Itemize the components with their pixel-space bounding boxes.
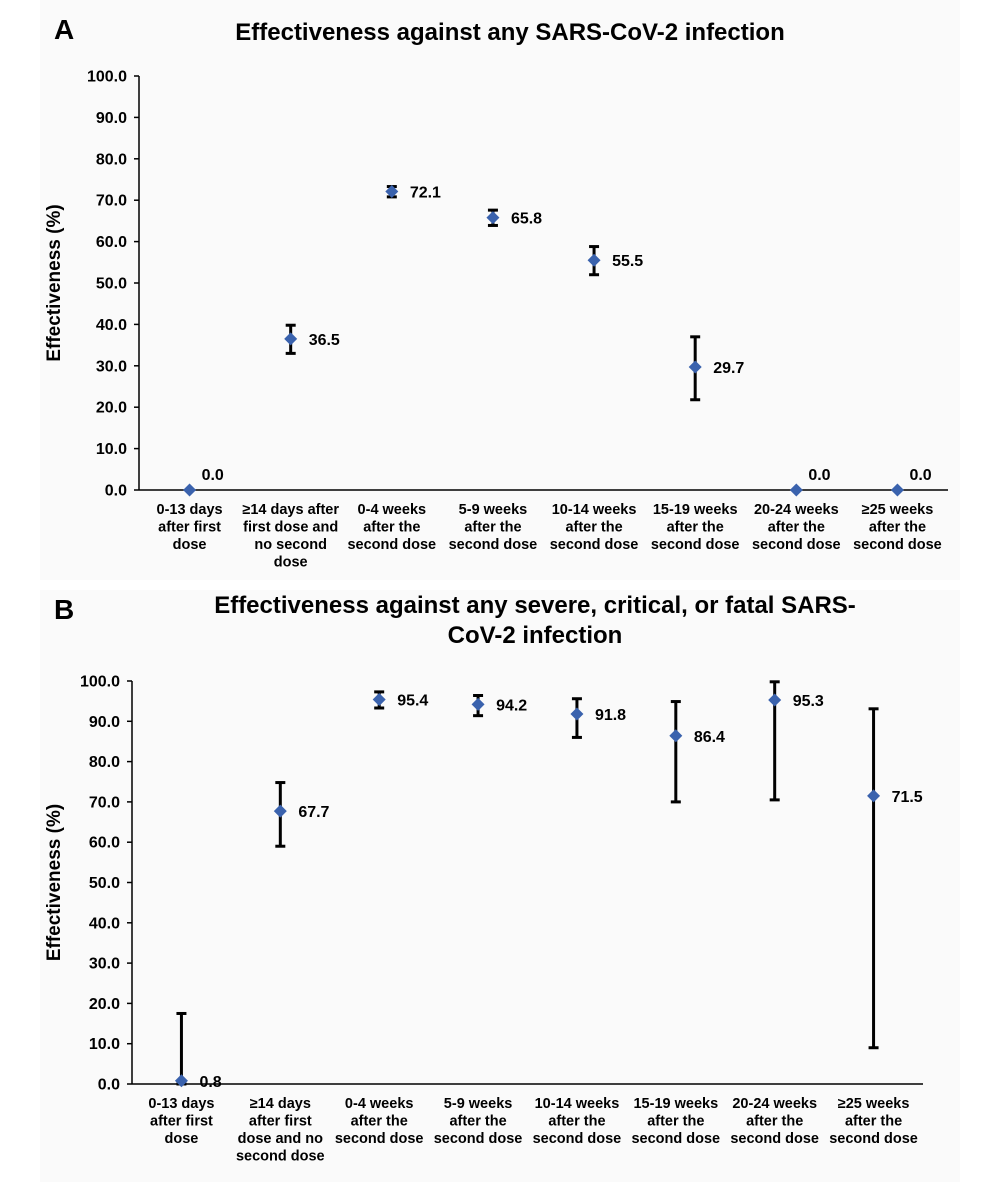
chart-b-data-point bbox=[867, 789, 881, 803]
chart-b-data-point bbox=[174, 1074, 188, 1088]
chart-b-y-tick-label: 90.0 bbox=[89, 714, 120, 731]
chart-a-y-tick-label: 20.0 bbox=[96, 400, 127, 417]
chart-b-x-tick-label: 0-13 days after first dose bbox=[148, 1096, 214, 1147]
chart-b-data-point bbox=[471, 697, 485, 711]
chart-b-x-tick-label: 20-24 weeks after the second dose bbox=[730, 1096, 819, 1147]
chart-b-x-tick-label: 10-14 weeks after the second dose bbox=[533, 1096, 622, 1147]
chart-a-data-label: 0.0 bbox=[808, 467, 830, 484]
chart-a-y-tick-label: 100.0 bbox=[87, 69, 127, 86]
chart-a-x-tick-label: 0-13 days after first dose bbox=[157, 502, 223, 553]
chart-a-data-point bbox=[486, 211, 500, 225]
chart-b-data-label: 0.8 bbox=[199, 1074, 221, 1091]
chart-a-y-axis-label: Effectiveness (%) bbox=[44, 204, 65, 361]
chart-b-title-line-1: Effectiveness against any severe, critic… bbox=[214, 592, 856, 619]
chart-b-y-tick-label: 100.0 bbox=[80, 674, 120, 691]
chart-a-y-tick-label: 70.0 bbox=[96, 193, 127, 210]
chart-b-x-tick-label: ≥14 days after first dose and no second dos… bbox=[236, 1096, 325, 1165]
chart-b-data-label: 95.4 bbox=[397, 693, 428, 710]
chart-a-x-tick-label: 10-14 weeks after the second dose bbox=[550, 502, 639, 553]
chart-b-y-tick-label: 50.0 bbox=[89, 875, 120, 892]
chart-a-y-tick-label: 90.0 bbox=[96, 110, 127, 127]
chart-a-plot: 0.0 10.0 20.0 30.0 40.0 50.0 60.0 70.0 80.0 90.0 1… bbox=[44, 69, 948, 571]
chart-a-data-label: 29.7 bbox=[713, 360, 744, 377]
chart-a-y-tick-label: 40.0 bbox=[96, 317, 127, 334]
chart-b-y-tick-label: 40.0 bbox=[89, 915, 120, 932]
chart-a-data-point bbox=[890, 483, 904, 497]
chart-b-data-label: 67.7 bbox=[298, 804, 329, 821]
chart-b-plot: 0.0 10.0 20.0 30.0 40.0 50.0 60.0 70.0 80.0 90.0 1… bbox=[44, 674, 923, 1165]
chart-a-title: Effectiveness against any SARS-CoV-2 inf… bbox=[235, 19, 785, 46]
chart-b-x-tick-label: ≥25 weeks after the second dose bbox=[829, 1096, 918, 1147]
chart-a-data-point bbox=[183, 483, 197, 497]
chart-b-data-point bbox=[768, 693, 782, 707]
chart-a-y-tick-label: 80.0 bbox=[96, 151, 127, 168]
chart-a-x-tick-label: 20-24 weeks after the second dose bbox=[752, 502, 841, 553]
chart-a-data-label: 0.0 bbox=[202, 467, 224, 484]
chart-a-data-label: 65.8 bbox=[511, 211, 542, 228]
panel-label-a: A bbox=[54, 14, 75, 45]
panel-a-background bbox=[40, 0, 960, 580]
chart-a-data-point bbox=[284, 332, 298, 346]
chart-b-x-tick-label: 15-19 weeks after the second dose bbox=[631, 1096, 720, 1147]
chart-b-data-label: 71.5 bbox=[892, 789, 923, 806]
chart-a-x-tick-label: 5-9 weeks after the second dose bbox=[449, 502, 538, 553]
chart-b-x-tick-label: 5-9 weeks after the second dose bbox=[434, 1096, 523, 1147]
chart-a-data-label: 0.0 bbox=[909, 467, 931, 484]
chart-a-x-tick-label: 15-19 weeks after the second dose bbox=[651, 502, 740, 553]
chart-a-data-label: 36.5 bbox=[309, 332, 340, 349]
chart-b-data-label: 95.3 bbox=[793, 693, 824, 710]
chart-b-title-line-2: CoV-2 infection bbox=[447, 622, 623, 649]
chart-b-y-tick-label: 0.0 bbox=[98, 1077, 120, 1094]
chart-a-y-tick-label: 50.0 bbox=[96, 276, 127, 293]
chart-a-x-tick-label: ≥25 weeks after the second dose bbox=[853, 502, 942, 553]
chart-b-y-tick-label: 60.0 bbox=[89, 835, 120, 852]
chart-b-y-tick-label: 80.0 bbox=[89, 754, 120, 771]
chart-a-x-tick-label: ≥14 days after first dose and no second dos… bbox=[242, 502, 339, 571]
chart-a-y-tick-label: 60.0 bbox=[96, 234, 127, 251]
chart-a-data-point bbox=[587, 253, 601, 267]
chart-b-data-label: 94.2 bbox=[496, 697, 527, 714]
chart-b-y-tick-label: 30.0 bbox=[89, 956, 120, 973]
chart-b-data-point bbox=[372, 693, 386, 707]
chart-b-y-tick-label: 10.0 bbox=[89, 1036, 120, 1053]
panel-label-b: B bbox=[54, 594, 75, 625]
chart-a-data-point bbox=[789, 483, 803, 497]
chart-b-y-tick-label: 20.0 bbox=[89, 996, 120, 1013]
chart-a-data-point bbox=[688, 360, 702, 374]
chart-a-x-tick-label: 0-4 weeks after the second dose bbox=[347, 502, 436, 553]
chart-b-title: Effectiveness against any severe, critic… bbox=[150, 591, 920, 651]
chart-a-data-label: 55.5 bbox=[612, 253, 643, 270]
chart-a-data-point bbox=[385, 185, 399, 199]
chart-b-data-point bbox=[273, 804, 287, 818]
chart-b-data-label: 91.8 bbox=[595, 707, 626, 724]
chart-b-data-label: 86.4 bbox=[694, 729, 725, 746]
chart-b-x-tick-label: 0-4 weeks after the second dose bbox=[335, 1096, 424, 1147]
chart-b-data-point bbox=[669, 729, 683, 743]
chart-a-data-label: 72.1 bbox=[410, 185, 441, 202]
chart-a-y-tick-label: 0.0 bbox=[105, 483, 127, 500]
chart-b-y-tick-label: 70.0 bbox=[89, 794, 120, 811]
chart-a-y-tick-label: 10.0 bbox=[96, 441, 127, 458]
chart-a-y-tick-label: 30.0 bbox=[96, 358, 127, 375]
chart-b-data-point bbox=[570, 707, 584, 721]
chart-b-y-axis-label: Effectiveness (%) bbox=[44, 804, 65, 961]
